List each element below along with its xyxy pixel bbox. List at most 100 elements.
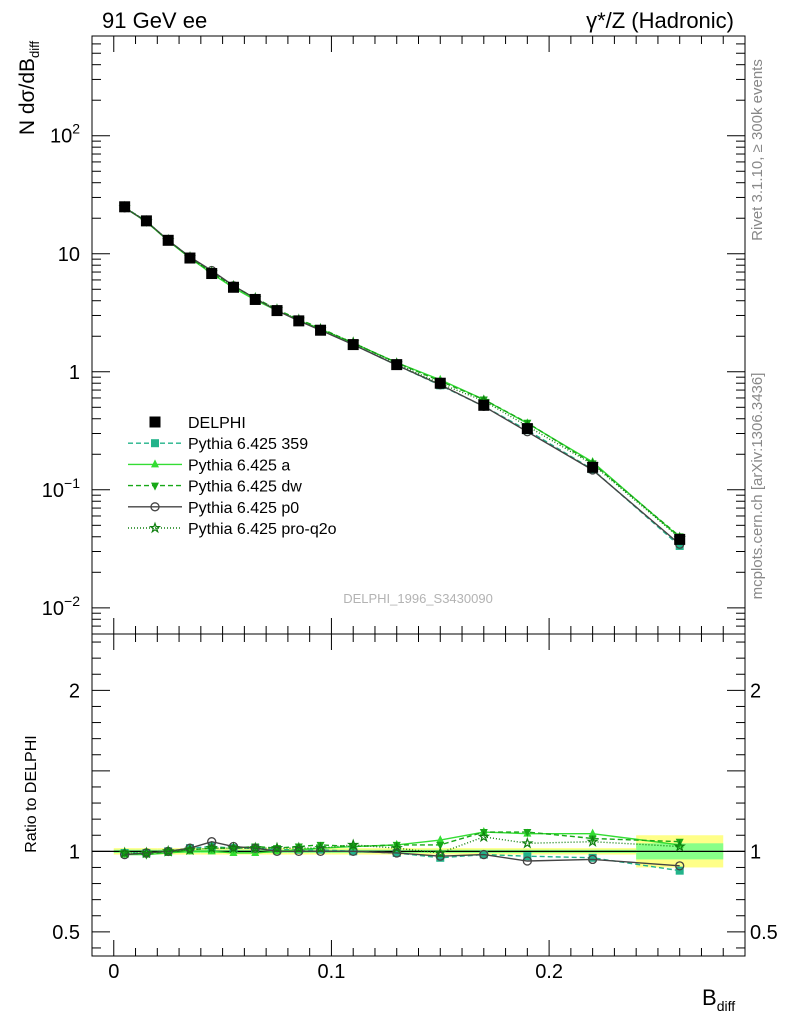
ratio-y-tick-label: 2 xyxy=(69,680,80,702)
ratio-series-marker xyxy=(588,853,597,862)
ratio-y-ticks: 0.5 0.5 1 1 2 2 xyxy=(52,641,778,949)
ratio-series-marker xyxy=(675,861,685,871)
series-line xyxy=(124,206,681,539)
legend-marker xyxy=(149,416,161,428)
y-tick-label: 10−1 xyxy=(42,475,80,502)
ratio-ylabel: Ratio to DELPHI xyxy=(23,735,40,852)
ratio-series-marker xyxy=(207,837,217,847)
ratio-series-marker xyxy=(586,835,599,847)
ratio-series-marker xyxy=(588,828,597,837)
data-point xyxy=(271,305,283,317)
ratio-series-marker xyxy=(523,852,532,861)
ratio-panel: 0.5 0.5 1 1 2 2 Ratio to DELPHI xyxy=(23,633,778,957)
main-data-points xyxy=(119,201,686,545)
series-marker xyxy=(675,541,684,550)
data-point xyxy=(434,377,446,389)
ratio-series-marker xyxy=(392,848,402,858)
ratio-series-marker xyxy=(346,838,360,851)
ratio-series-marker xyxy=(270,841,284,854)
ratio-series-marker xyxy=(675,866,684,875)
ratio-series-marker xyxy=(118,846,131,859)
legend-marker xyxy=(151,482,159,491)
data-point xyxy=(293,315,305,327)
ratio-series-marker xyxy=(435,851,445,861)
data-point xyxy=(249,293,261,305)
x-tick-label: 0.2 xyxy=(535,961,563,983)
legend-marker xyxy=(150,502,160,512)
legend-label: Pythia 6.425 dw xyxy=(188,479,302,496)
ratio-series-marker xyxy=(227,841,240,854)
ratio-y-tick-label: 0.5 xyxy=(52,922,80,944)
ratio-series-marker xyxy=(434,846,447,859)
ratio-series-marker xyxy=(316,841,325,850)
ratio-y-tick-label-right: 1 xyxy=(750,841,761,863)
ratio-series-marker xyxy=(294,846,304,856)
ratio-series-marker xyxy=(436,853,445,862)
ratio-series xyxy=(118,827,686,875)
main-panel: 10−2 10−1 1 10 102 DELPHI_1996_S3430090 N dσ… xyxy=(16,35,746,635)
rivet-label: Rivet 3.1.10, ≥ 300k events xyxy=(749,59,766,241)
ratio-series-marker xyxy=(292,841,306,854)
data-point xyxy=(521,423,533,435)
ratio-series-marker xyxy=(588,835,597,844)
ratio-series-marker xyxy=(120,849,130,860)
main-series xyxy=(118,200,686,550)
data-point xyxy=(119,201,131,213)
main-frame-box xyxy=(91,35,746,635)
main-ylabel: N dσ/dBdiff xyxy=(16,40,42,135)
legend-label: Pythia 6.425 a xyxy=(188,457,290,474)
ratio-series-marker xyxy=(249,841,262,854)
ratio-series-marker xyxy=(314,841,327,854)
y-tick-label: 102 xyxy=(50,121,80,148)
data-point xyxy=(587,461,599,473)
data-point xyxy=(478,399,490,411)
ratio-series-marker xyxy=(523,829,532,838)
data-point xyxy=(184,252,196,264)
legend-marker xyxy=(151,459,159,468)
x-tick-label: 0 xyxy=(108,961,119,983)
ratio-series-marker xyxy=(315,846,326,856)
main-frame xyxy=(91,35,746,635)
data-point xyxy=(206,268,218,280)
y-tick-label: 10−2 xyxy=(42,593,80,620)
watermark: DELPHI_1996_S3430090 xyxy=(343,591,493,606)
x-axis-label: Bdiff xyxy=(702,985,735,1014)
data-point xyxy=(347,339,359,351)
ratio-series-line xyxy=(124,836,680,854)
ratio-series-marker xyxy=(587,854,598,865)
ratio-y-tick-label-right: 0.5 xyxy=(750,922,778,944)
data-point xyxy=(674,533,686,545)
ratio-series-marker xyxy=(205,841,218,854)
legend-marker xyxy=(148,521,162,534)
ratio-series-marker xyxy=(140,846,153,859)
ratio-series-marker xyxy=(183,843,197,856)
legend: DELPHI Pythia 6.425 359 Pythia 6.425 a Pyth… xyxy=(128,415,337,538)
data-point xyxy=(227,281,239,293)
legend-label: Pythia 6.425 pro-q2o xyxy=(188,521,337,538)
ratio-frame xyxy=(91,633,746,957)
x-tick-label: 0.1 xyxy=(318,961,346,983)
header-right: γ*/Z (Hadronic) xyxy=(586,8,734,33)
ratio-series-marker xyxy=(522,856,532,866)
header-left: 91 GeV ee xyxy=(102,8,207,33)
ratio-y-tick-label-right: 2 xyxy=(750,680,761,702)
ratio-y-tick-label: 1 xyxy=(69,841,80,863)
site-label: mcplots.cern.ch [arXiv:1306.3436] xyxy=(749,373,766,600)
data-point xyxy=(391,359,403,371)
legend-label: Pythia 6.425 359 xyxy=(188,436,308,453)
legend-marker xyxy=(151,439,159,448)
data-point xyxy=(140,215,152,227)
ratio-series-marker xyxy=(436,835,445,844)
ratio-series-marker xyxy=(436,841,445,850)
ratio-series-marker xyxy=(477,830,491,843)
main-y-ticks: 10−2 10−1 1 10 102 xyxy=(42,35,745,635)
ratio-series-marker xyxy=(521,836,534,849)
data-point xyxy=(162,234,174,246)
y-tick-label: 1 xyxy=(69,362,80,384)
x-axis-ticks: 0 0.1 0.2 xyxy=(91,36,746,983)
ratio-series-marker xyxy=(479,849,489,860)
ratio-series-line xyxy=(124,840,680,867)
ratio-series-marker xyxy=(673,840,686,852)
ratio-series-line xyxy=(124,831,680,856)
